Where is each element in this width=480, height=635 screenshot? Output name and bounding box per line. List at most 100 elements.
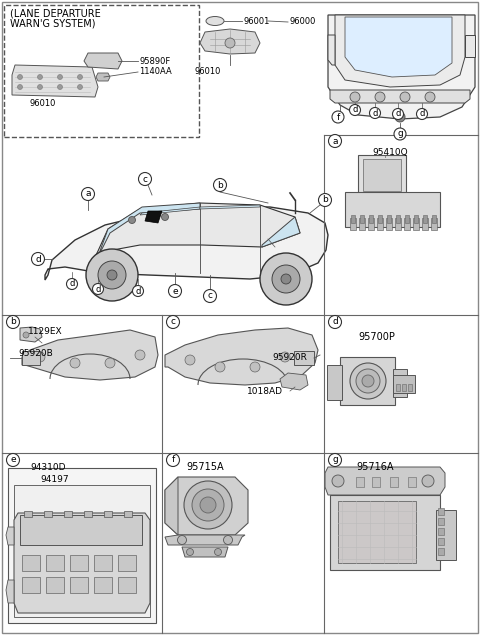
Circle shape — [58, 74, 62, 79]
Circle shape — [37, 84, 43, 90]
Ellipse shape — [206, 17, 224, 25]
Polygon shape — [200, 29, 260, 54]
Polygon shape — [96, 203, 300, 255]
Circle shape — [400, 92, 410, 102]
Polygon shape — [14, 513, 150, 613]
Circle shape — [17, 84, 23, 90]
Text: 95715A: 95715A — [186, 462, 224, 472]
Circle shape — [192, 489, 224, 521]
Bar — [44, 511, 52, 517]
Text: 95920B: 95920B — [18, 349, 53, 358]
Circle shape — [7, 453, 20, 467]
Text: 95920R: 95920R — [272, 352, 307, 361]
Circle shape — [35, 352, 45, 362]
Circle shape — [214, 178, 227, 192]
Circle shape — [86, 249, 138, 301]
Polygon shape — [165, 477, 178, 535]
Circle shape — [77, 84, 83, 90]
Text: 94310D: 94310D — [30, 462, 65, 472]
Bar — [431, 218, 437, 230]
Text: b: b — [217, 180, 223, 189]
Circle shape — [185, 355, 195, 365]
Polygon shape — [280, 373, 308, 390]
Bar — [438, 548, 444, 555]
Polygon shape — [12, 65, 98, 97]
Bar — [393, 375, 415, 393]
Bar — [369, 215, 373, 223]
Circle shape — [187, 549, 193, 556]
Bar — [378, 215, 382, 223]
Bar — [395, 218, 401, 230]
Circle shape — [328, 453, 341, 467]
Bar — [22, 577, 40, 593]
Text: d: d — [332, 318, 338, 326]
Polygon shape — [328, 35, 335, 65]
Circle shape — [32, 253, 45, 265]
Bar — [436, 510, 456, 560]
Text: d: d — [69, 279, 75, 288]
Bar — [84, 511, 92, 517]
Text: b: b — [322, 196, 328, 204]
Text: c: c — [207, 291, 213, 300]
Bar — [338, 501, 416, 563]
Polygon shape — [165, 477, 248, 535]
Circle shape — [70, 358, 80, 368]
Text: g: g — [397, 130, 403, 138]
Circle shape — [23, 332, 29, 338]
Bar — [438, 518, 444, 525]
Circle shape — [77, 74, 83, 79]
Circle shape — [350, 363, 386, 399]
Bar — [64, 511, 72, 517]
Bar — [70, 555, 88, 571]
Text: 1129EX: 1129EX — [28, 328, 62, 337]
Bar — [368, 218, 374, 230]
Text: d: d — [396, 109, 401, 119]
Circle shape — [167, 453, 180, 467]
Circle shape — [129, 217, 135, 224]
Circle shape — [425, 92, 435, 102]
Bar — [404, 218, 410, 230]
Bar — [104, 511, 112, 517]
Bar — [432, 215, 436, 223]
Text: f: f — [171, 455, 175, 464]
Polygon shape — [100, 203, 200, 253]
Bar — [351, 215, 355, 223]
Text: 95410Q: 95410Q — [372, 147, 408, 156]
Polygon shape — [335, 15, 465, 87]
Bar — [438, 528, 444, 535]
Circle shape — [58, 84, 62, 90]
Bar — [396, 215, 400, 223]
Circle shape — [350, 92, 360, 102]
Bar — [402, 384, 406, 391]
Circle shape — [17, 74, 23, 79]
Bar — [359, 218, 365, 230]
Polygon shape — [330, 90, 470, 103]
Polygon shape — [140, 207, 200, 215]
Bar — [350, 218, 356, 230]
Polygon shape — [145, 211, 162, 223]
Text: a: a — [85, 189, 91, 199]
Text: WARN'G SYSTEM): WARN'G SYSTEM) — [10, 19, 96, 29]
Bar — [330, 495, 440, 570]
Circle shape — [107, 270, 117, 280]
Bar — [8, 468, 156, 623]
Circle shape — [393, 109, 404, 119]
Text: 96010: 96010 — [195, 67, 221, 76]
Polygon shape — [345, 17, 452, 77]
Bar — [423, 215, 427, 223]
Circle shape — [332, 475, 344, 487]
Polygon shape — [6, 580, 14, 603]
Text: d: d — [352, 105, 358, 114]
Bar — [294, 351, 314, 365]
Bar — [438, 538, 444, 545]
Circle shape — [161, 213, 168, 220]
Bar — [408, 477, 416, 487]
Text: 96010: 96010 — [30, 98, 56, 107]
Bar — [413, 218, 419, 230]
Bar — [20, 515, 142, 545]
Circle shape — [204, 290, 216, 302]
Bar — [390, 477, 398, 487]
Circle shape — [132, 286, 144, 297]
Polygon shape — [182, 547, 228, 557]
Bar — [24, 511, 32, 517]
